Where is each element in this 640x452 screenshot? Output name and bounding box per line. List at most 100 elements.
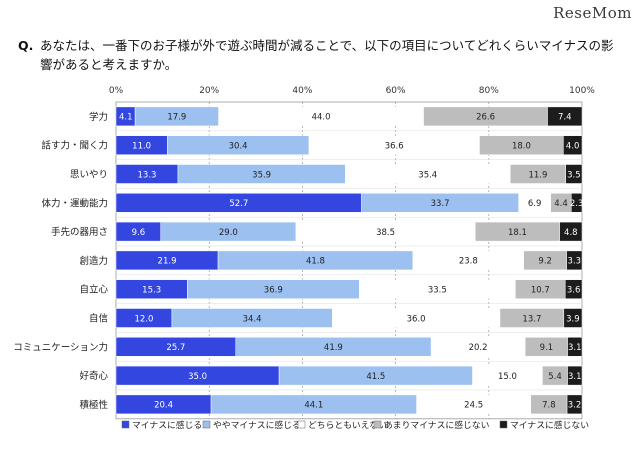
data-label: 4.4 <box>554 199 568 209</box>
brand-logo: ReseMom <box>553 4 632 22</box>
bar-segment <box>412 250 524 270</box>
bar-segment <box>472 366 543 386</box>
data-label: 13.7 <box>522 314 541 324</box>
bar-segment <box>359 279 516 299</box>
category-label: 積極性 <box>79 399 108 411</box>
data-label: 33.5 <box>428 286 447 296</box>
data-label: 3.6 <box>567 286 581 296</box>
data-label: 3.1 <box>568 372 582 382</box>
bar-segment <box>564 279 583 299</box>
bar-segment <box>565 164 583 184</box>
legend-label: どちらともいえない <box>308 420 387 431</box>
x-tick-label: 80% <box>479 86 499 96</box>
data-label: 44.0 <box>312 113 331 123</box>
x-tick-label: 0% <box>109 86 124 96</box>
legend-swatch <box>121 420 130 429</box>
data-label: 18.0 <box>512 142 531 152</box>
bar-segment <box>559 221 583 242</box>
legend-label: マイナスに感じない <box>510 419 589 431</box>
data-label: 21.9 <box>158 257 177 267</box>
data-label: 5.4 <box>548 372 562 382</box>
bar-segment <box>431 337 526 357</box>
category-label: 自立心 <box>79 284 108 296</box>
question: Q. あなたは、一番下のお子様が外で遊ぶ時間が減ることで、以下の項目についてどれ… <box>18 36 618 74</box>
x-tick-label: 20% <box>199 86 219 96</box>
data-label: 36.9 <box>264 286 283 296</box>
data-label: 20.4 <box>154 401 173 411</box>
data-label: 3.1 <box>568 343 582 353</box>
bar-segment <box>218 106 424 126</box>
data-label: 18.1 <box>508 228 527 238</box>
data-label: 41.9 <box>324 343 343 353</box>
bar-segment <box>566 250 583 271</box>
question-text: あなたは、一番下のお子様が外で遊ぶ時間が減ることで、以下の項目についてどれくらい… <box>40 38 614 72</box>
data-label: 25.7 <box>166 343 185 353</box>
data-label: 35.9 <box>252 170 271 180</box>
bar-segment <box>217 250 414 271</box>
legend-label: ややマイナスに感じる <box>213 419 301 431</box>
data-label: 3.9 <box>566 314 580 324</box>
bar-segment <box>563 135 583 155</box>
legend-swatch <box>202 420 211 429</box>
data-label: 36.6 <box>385 142 404 152</box>
category-label: コミュニケーション力 <box>13 341 108 353</box>
data-label: 29.0 <box>219 228 238 238</box>
category-label: 学力 <box>89 111 108 123</box>
category-label: 好奇心 <box>79 370 108 382</box>
bar-segment <box>295 222 476 242</box>
data-label: 41.5 <box>366 372 385 382</box>
data-label: 52.7 <box>229 199 248 209</box>
bar-segment <box>160 221 297 242</box>
data-label: 35.4 <box>418 170 437 180</box>
data-label: 4.0 <box>566 142 580 152</box>
bar-segment <box>547 106 583 127</box>
category-label: 話す力・聞く力 <box>41 140 108 152</box>
bar-segment <box>563 308 583 328</box>
data-label: 12.0 <box>134 314 153 324</box>
data-label: 7.8 <box>542 401 556 411</box>
x-tick-label: 60% <box>386 86 406 96</box>
data-label: 15.3 <box>142 286 161 296</box>
data-label: 44.1 <box>304 401 323 411</box>
bar-segment <box>308 135 480 155</box>
data-label: 11.9 <box>528 170 547 180</box>
data-label: 38.5 <box>376 228 395 238</box>
legend-swatch <box>499 420 508 429</box>
data-label: 36.0 <box>407 314 426 324</box>
data-label: 4.8 <box>564 228 578 238</box>
data-label: 3.5 <box>567 170 581 180</box>
bar-segment <box>518 193 551 213</box>
data-label: 9.2 <box>538 257 552 267</box>
data-label: 10.7 <box>531 286 550 296</box>
bar-segment <box>332 308 500 328</box>
data-label: 2.3 <box>570 199 584 209</box>
bar-segment <box>567 365 583 386</box>
bar-segment <box>571 193 583 213</box>
data-label: 15.0 <box>498 372 517 382</box>
data-label: 4.1 <box>119 113 133 123</box>
data-label: 23.8 <box>459 257 478 267</box>
legend-label: あまりマイナスに感じない <box>384 419 490 431</box>
category-label: 創造力 <box>79 255 108 267</box>
legend-swatch <box>297 420 306 429</box>
legend-swatch <box>373 420 382 429</box>
data-label: 11.0 <box>132 142 151 152</box>
data-label: 30.4 <box>229 142 248 152</box>
bar-segment <box>566 394 583 415</box>
x-tick-label: 40% <box>292 86 312 96</box>
data-label: 9.6 <box>132 228 146 238</box>
bar-segment <box>567 337 583 357</box>
data-label: 34.4 <box>243 314 262 324</box>
data-label: 3.2 <box>568 401 582 411</box>
bar-segment <box>416 394 531 414</box>
data-label: 33.7 <box>431 199 450 209</box>
category-label: 体力・運動能力 <box>41 197 108 209</box>
data-label: 20.2 <box>469 343 488 353</box>
x-tick-label: 100% <box>569 86 595 96</box>
data-label: 35.0 <box>188 372 207 382</box>
bar-segment <box>345 164 511 184</box>
question-label: Q. <box>18 38 34 53</box>
data-label: 24.5 <box>464 401 483 411</box>
data-label: 7.4 <box>558 113 572 123</box>
